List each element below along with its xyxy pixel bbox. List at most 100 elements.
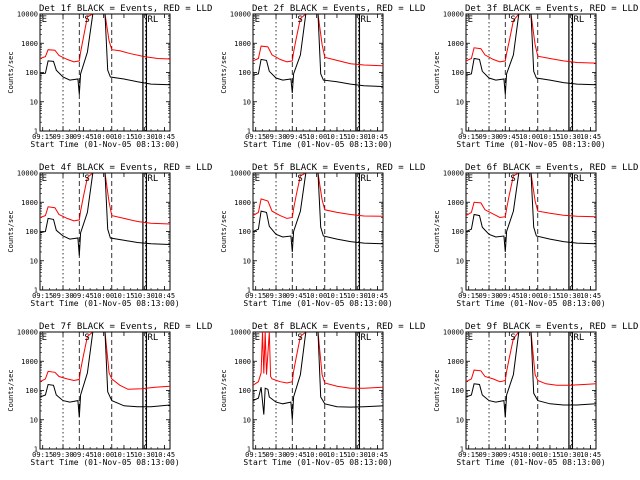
marker-s: S <box>510 333 515 343</box>
marker-s: S <box>84 333 89 343</box>
y-tick-label: 10000 <box>443 11 464 19</box>
marker-s: S <box>510 174 515 184</box>
marker-s: S <box>84 15 89 25</box>
y-tick-label: 10000 <box>230 329 251 337</box>
x-tick-label: 10:45 <box>367 133 388 141</box>
marker-e: E <box>42 174 47 184</box>
plot-frame <box>39 331 171 450</box>
y-tick-label: 100 <box>238 69 251 77</box>
x-tick-label: 10:00 <box>306 292 327 300</box>
y-tick-label: 1000 <box>21 199 38 207</box>
y-tick-label: 10 <box>456 257 464 265</box>
marker-s: S <box>84 174 89 184</box>
plot-frame <box>39 172 171 291</box>
plot-frame <box>252 331 384 450</box>
marker-rl: RL <box>573 174 584 184</box>
x-tick-label: 09:45 <box>286 292 307 300</box>
x-tick-label: 10:00 <box>519 133 540 141</box>
marker-rl: RL <box>360 333 371 343</box>
marker-rl: RL <box>147 15 158 25</box>
x-tick-label: 09:30 <box>265 451 286 459</box>
marker-s: S <box>510 15 515 25</box>
x-tick-label: 10:45 <box>367 292 388 300</box>
x-tick-label: 10:00 <box>93 451 114 459</box>
x-tick-label: 10:30 <box>560 133 581 141</box>
x-axis-label: Start Time (01-Nov-05 08:13:00) <box>456 299 605 308</box>
y-tick-label: 10000 <box>17 170 38 178</box>
panel-title: Det 9f BLACK = Events, RED = LLD <box>465 322 638 332</box>
x-tick-label: 09:15 <box>245 451 266 459</box>
y-tick-label: 1 <box>34 287 38 295</box>
x-tick-label: 10:30 <box>134 451 155 459</box>
marker-e: E <box>42 333 47 343</box>
y-tick-label: 1000 <box>21 40 38 48</box>
x-tick-label: 09:15 <box>458 133 479 141</box>
x-tick-label: 10:45 <box>154 292 175 300</box>
y-tick-label: 1 <box>247 287 251 295</box>
plot-frame <box>465 331 597 450</box>
y-tick-label: 100 <box>25 228 38 236</box>
y-tick-label: 1 <box>460 446 464 454</box>
x-tick-label: 09:15 <box>245 133 266 141</box>
x-axis-label: Start Time (01-Nov-05 08:13:00) <box>243 458 392 467</box>
x-axis-label: Start Time (01-Nov-05 08:13:00) <box>456 458 605 467</box>
y-axis-label: Counts/sec <box>220 210 228 252</box>
lld-rate-line <box>40 332 170 390</box>
y-tick-label: 10000 <box>443 170 464 178</box>
events-rate-line <box>40 332 170 418</box>
y-tick-label: 1 <box>34 128 38 136</box>
y-axis-label: Counts/sec <box>7 369 15 411</box>
marker-rl: RL <box>573 15 584 25</box>
y-tick-label: 10000 <box>230 170 251 178</box>
plot-frame <box>39 13 171 132</box>
y-tick-label: 10 <box>30 98 38 106</box>
x-axis-label: Start Time (01-Nov-05 08:13:00) <box>30 140 179 149</box>
x-tick-label: 10:15 <box>113 451 134 459</box>
x-tick-label: 10:00 <box>93 292 114 300</box>
x-tick-label: 09:45 <box>73 133 94 141</box>
marker-rl: RL <box>147 333 158 343</box>
y-tick-label: 1000 <box>234 358 251 366</box>
chart-panel-4f: Det 4f BLACK = Events, RED = LLD 1 10 100 10… <box>7 163 212 308</box>
panel-title: Det 6f BLACK = Events, RED = LLD <box>465 163 638 173</box>
y-tick-label: 10000 <box>17 329 38 337</box>
x-tick-label: 09:45 <box>499 451 520 459</box>
x-tick-label: 10:30 <box>560 292 581 300</box>
x-tick-label: 10:15 <box>326 133 347 141</box>
x-tick-label: 09:30 <box>265 292 286 300</box>
lld-rate-line <box>253 332 383 389</box>
x-tick-label: 10:00 <box>93 133 114 141</box>
chart-panel-9f: Det 9f BLACK = Events, RED = LLD 1 10 100 10… <box>433 322 638 467</box>
x-tick-label: 10:45 <box>154 451 175 459</box>
y-tick-label: 100 <box>451 69 464 77</box>
x-tick-label: 09:15 <box>32 133 53 141</box>
x-tick-label: 09:30 <box>52 292 73 300</box>
y-tick-label: 1000 <box>234 199 251 207</box>
y-tick-label: 10 <box>30 257 38 265</box>
x-tick-label: 10:45 <box>367 451 388 459</box>
y-tick-label: 1000 <box>447 358 464 366</box>
x-tick-label: 10:45 <box>580 133 601 141</box>
x-tick-label: 10:30 <box>560 451 581 459</box>
x-tick-label: 10:00 <box>519 451 540 459</box>
y-axis-label: Counts/sec <box>433 51 441 93</box>
marker-e: E <box>468 174 473 184</box>
marker-s: S <box>297 333 302 343</box>
chart-panel-2f: Det 2f BLACK = Events, RED = LLD 1 10 100 10… <box>220 4 425 149</box>
marker-s: S <box>297 15 302 25</box>
plot-frame <box>252 13 384 132</box>
x-tick-label: 10:45 <box>580 451 601 459</box>
events-rate-line <box>253 173 383 252</box>
x-tick-label: 10:15 <box>326 451 347 459</box>
x-tick-label: 10:15 <box>113 133 134 141</box>
marker-rl: RL <box>147 174 158 184</box>
x-tick-label: 09:15 <box>458 292 479 300</box>
x-tick-label: 10:15 <box>113 292 134 300</box>
x-tick-label: 09:45 <box>286 451 307 459</box>
panel-title: Det 5f BLACK = Events, RED = LLD <box>252 163 425 173</box>
x-tick-label: 09:30 <box>52 451 73 459</box>
x-tick-label: 10:15 <box>539 292 560 300</box>
lld-rate-line <box>253 173 383 219</box>
x-tick-label: 09:45 <box>499 133 520 141</box>
